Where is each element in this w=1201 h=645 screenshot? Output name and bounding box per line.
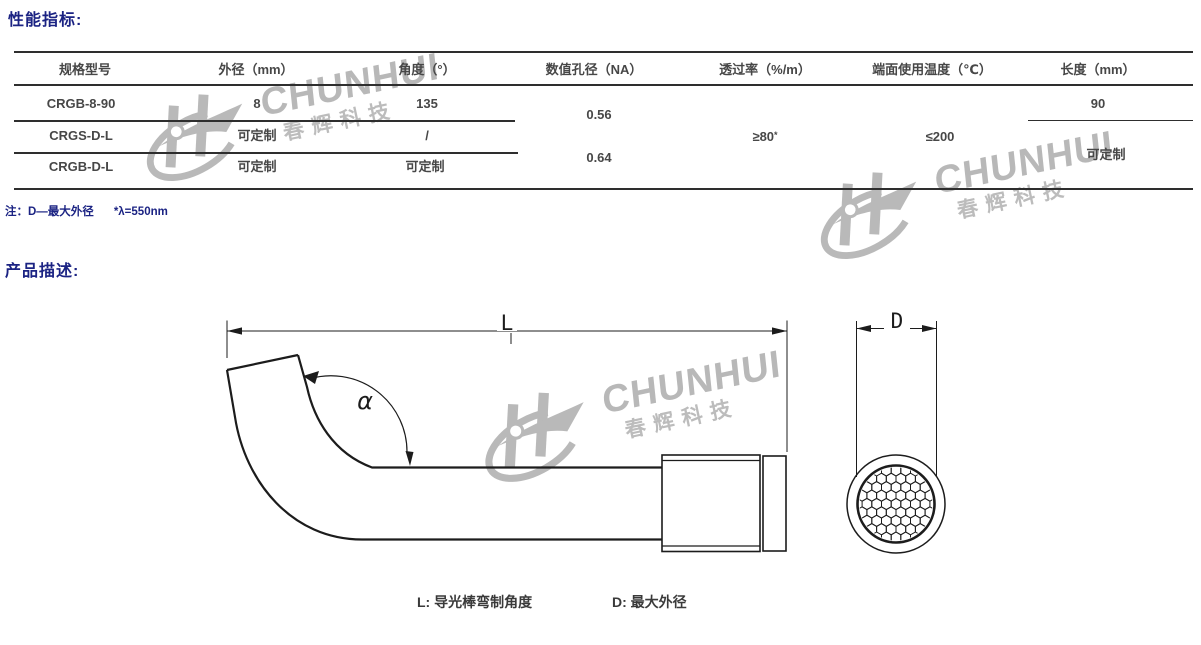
col-header-transmittance: 透过率（%/m） <box>719 62 811 77</box>
honeycomb-pattern <box>859 467 933 541</box>
chunhui-logo-icon <box>460 375 611 496</box>
cell-transmittance: ≥80* <box>752 130 777 144</box>
col-header-na: 数值孔径（NA） <box>545 62 643 77</box>
transmittance-sup: * <box>774 130 778 140</box>
cell-od-1: 8 <box>253 96 261 111</box>
cell-temperature: ≤200 <box>925 129 955 144</box>
section-title-performance: 性能指标: <box>8 12 83 29</box>
connector-block <box>661 454 787 553</box>
footnote-lambda: *λ=550nm <box>113 206 168 218</box>
cell-angle-3: 可定制 <box>405 159 445 174</box>
col-header-angle: 角度（°） <box>398 62 456 77</box>
section-title-description: 产品描述: <box>5 263 80 280</box>
footnote-d: 注：D—最大外径 <box>5 206 94 218</box>
cell-od-3: 可定制 <box>237 159 277 174</box>
table-rule-bottom <box>14 188 1193 190</box>
dimension-D: D <box>856 309 937 477</box>
table-rule-row1 <box>14 120 515 122</box>
table-rule-top <box>14 51 1193 53</box>
col-header-model: 规格型号 <box>58 62 112 77</box>
col-header-outer-diameter: 外径（mm） <box>218 62 294 77</box>
cell-na-bottom: 0.64 <box>586 150 612 165</box>
cell-angle-2: / <box>425 128 429 143</box>
dim-D-label: D <box>891 309 904 333</box>
col-header-temperature: 端面使用温度（℃） <box>872 62 992 77</box>
chunhui-logo-icon <box>796 155 942 272</box>
cell-model-2: CRGS-D-L <box>49 128 113 143</box>
table-rule-header <box>14 84 1193 86</box>
cross-section <box>846 454 946 554</box>
cell-angle-1: 135 <box>416 96 438 111</box>
transmittance-value: ≥80 <box>752 129 775 144</box>
table-rule-row2 <box>14 152 518 154</box>
cell-na-top: 0.56 <box>586 107 612 122</box>
table-rule-length <box>1028 119 1193 121</box>
dim-L-label: L <box>501 311 514 335</box>
table-footnote: 注：D—最大外径 *λ=550nm <box>5 203 168 219</box>
dimension-angle: α <box>303 371 414 466</box>
angle-label: α <box>357 387 373 415</box>
cell-od-2: 可定制 <box>237 128 277 143</box>
cell-model-3: CRGB-D-L <box>48 159 114 174</box>
watermark-drawing: CHUNHUI 春辉科技 <box>460 336 795 496</box>
cell-length-1: 90 <box>1090 96 1106 111</box>
legend-length: L: 导光棒弯制角度 <box>417 594 533 610</box>
cell-length-merged: 可定制 <box>1086 147 1126 162</box>
col-header-length: 长度（mm） <box>1060 62 1136 77</box>
legend-diameter: D: 最大外径 <box>612 594 687 610</box>
cell-model-1: CRGB-8-90 <box>46 96 116 111</box>
watermark-table-right: CHUNHUI 春辉科技 <box>796 116 1126 272</box>
